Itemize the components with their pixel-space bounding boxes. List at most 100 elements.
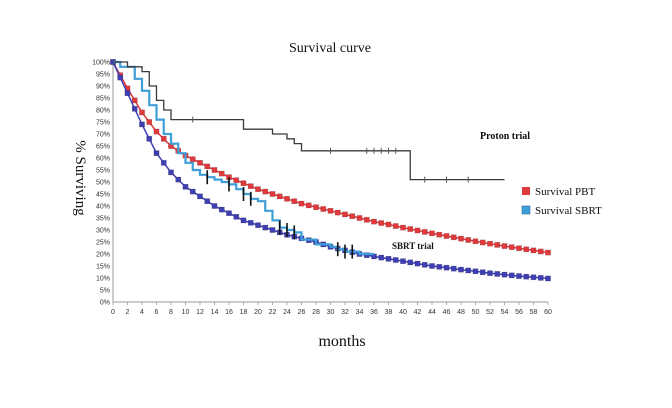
data-marker-sbrt_model — [537, 275, 544, 281]
y-tick-labels: 0% 5% 10% 15% 20% 25% 30% 35% 40% 45% 50% 55% 60% 65%… — [92, 60, 110, 307]
data-point-sbrt_model — [545, 275, 551, 282]
data-point-pbt — [284, 195, 290, 202]
data-marker-pbt — [305, 202, 312, 209]
y-tick-label: 10% — [96, 276, 110, 283]
y-tick-label: 5% — [100, 288, 110, 295]
y-tick-label: 15% — [96, 264, 110, 271]
x-tick-label: 60 — [544, 309, 552, 316]
x-tick-label: 24 — [283, 309, 291, 316]
plot-area: 0% 5% 10% 15% 20% 25% 30% 35% 40% 45% 50% 55% 60% 65%… — [92, 59, 552, 316]
data-marker-pbt — [436, 231, 443, 238]
data-marker-sbrt_model — [160, 159, 167, 166]
data-point-pbt — [472, 238, 479, 245]
data-point-sbrt_model — [458, 266, 464, 273]
data-marker-pbt — [378, 220, 385, 226]
data-point-sbrt_model — [385, 255, 392, 262]
data-marker-sbrt_model — [363, 252, 370, 259]
data-point-sbrt_model — [168, 169, 174, 176]
data-marker-sbrt_model — [233, 213, 240, 220]
data-marker-sbrt_model — [494, 271, 501, 277]
x-tick-label: 58 — [530, 309, 538, 316]
data-point-pbt — [487, 240, 493, 247]
data-point-pbt — [153, 128, 160, 135]
data-point-sbrt_model — [269, 227, 276, 233]
data-marker-sbrt_model — [131, 105, 138, 112]
sbrt-trial-annotation: SBRT trial — [392, 241, 434, 251]
legend-label-pbt: Survival PBT — [535, 186, 595, 198]
data-point-pbt — [371, 218, 377, 225]
data-point-pbt — [530, 247, 537, 254]
data-marker-pbt — [160, 135, 167, 142]
x-tick-label: 22 — [269, 309, 277, 316]
series-line-pbt — [112, 61, 549, 254]
data-point-pbt — [385, 221, 392, 228]
x-tick-label: 10 — [182, 309, 190, 316]
data-marker-sbrt_model — [175, 176, 182, 183]
data-marker-sbrt_model — [247, 219, 254, 226]
data-point-sbrt_model — [414, 260, 421, 267]
series-layer — [110, 59, 551, 282]
x-tick-label: 6 — [155, 309, 159, 316]
data-marker-pbt — [392, 223, 399, 229]
x-tick-label: 18 — [240, 309, 248, 316]
y-tick-label: 45% — [96, 192, 110, 199]
y-tick-label: 100% — [92, 60, 110, 67]
data-marker-sbrt_model — [421, 261, 428, 268]
data-point-pbt — [516, 245, 522, 252]
y-tick-label: 55% — [96, 168, 110, 175]
proton-trial-annotation: Proton trial — [480, 131, 530, 142]
x-tick-label: 0 — [111, 309, 115, 316]
data-marker-sbrt_model — [204, 198, 211, 205]
data-point-sbrt_model — [501, 271, 508, 278]
legend-label-sbrt: Survival SBRT — [535, 205, 602, 217]
data-point-pbt — [356, 215, 363, 221]
data-point-sbrt_model — [429, 263, 435, 269]
data-marker-sbrt_model — [117, 74, 124, 81]
data-marker-pbt — [189, 156, 196, 163]
data-point-sbrt_model — [240, 217, 247, 224]
x-tick-label: 52 — [486, 309, 494, 316]
data-marker-sbrt_model — [450, 265, 457, 272]
data-point-pbt — [269, 191, 276, 197]
data-point-pbt — [197, 159, 203, 166]
data-marker-pbt — [204, 163, 211, 170]
data-point-pbt — [327, 207, 334, 214]
y-tick-label: 50% — [96, 180, 110, 187]
y-tick-label: 60% — [96, 156, 110, 163]
x-tick-label: 12 — [196, 309, 204, 316]
x-tick-label: 2 — [126, 309, 130, 316]
series-line-sbrt_trial — [113, 60, 374, 256]
series-proton — [113, 61, 505, 183]
data-point-pbt — [298, 200, 305, 207]
x-tick-label: 54 — [501, 309, 509, 316]
data-point-pbt — [501, 243, 508, 249]
data-marker-pbt — [407, 226, 414, 232]
y-tick-label: 20% — [96, 252, 110, 259]
chart-title: Survival curve — [289, 41, 371, 56]
data-point-pbt — [240, 180, 247, 187]
y-tick-label: 35% — [96, 216, 110, 223]
legend-swatch-pbt — [522, 187, 530, 195]
data-point-sbrt_model — [226, 210, 232, 217]
y-tick-label: 30% — [96, 228, 110, 235]
data-marker-pbt — [465, 237, 472, 243]
x-tick-label: 46 — [443, 309, 451, 316]
data-marker-pbt — [276, 193, 283, 200]
x-tick-label: 14 — [211, 309, 219, 316]
data-marker-sbrt_model — [479, 269, 486, 276]
data-marker-pbt — [334, 209, 341, 216]
y-tick-label: 85% — [96, 96, 110, 103]
data-marker-pbt — [291, 198, 298, 205]
data-marker-sbrt_model — [262, 224, 269, 231]
data-marker-sbrt_model — [392, 257, 399, 263]
data-point-sbrt_model — [197, 193, 203, 200]
data-point-pbt — [400, 224, 406, 231]
data-marker-pbt — [363, 216, 370, 223]
x-tick-label: 32 — [341, 309, 349, 316]
y-tick-label: 95% — [96, 72, 110, 79]
data-marker-pbt — [537, 248, 544, 255]
data-marker-pbt — [421, 229, 428, 235]
x-tick-label: 50 — [472, 309, 480, 316]
data-point-sbrt_model — [472, 268, 479, 275]
